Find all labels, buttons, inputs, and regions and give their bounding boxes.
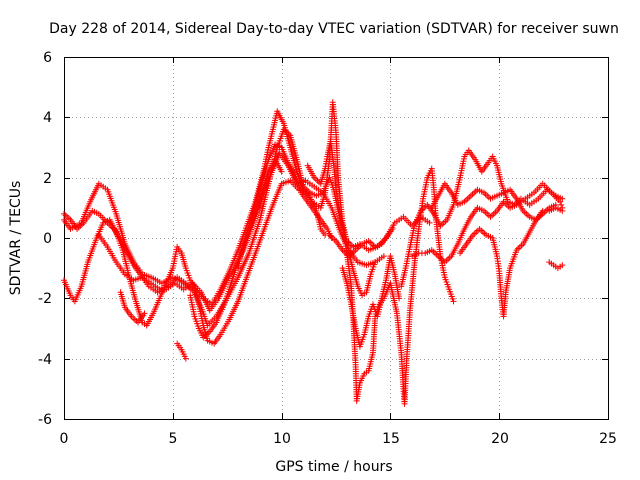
data-point-marker <box>559 195 566 202</box>
y-tick-label: 0 <box>43 231 52 247</box>
data-point-marker <box>558 201 565 208</box>
x-tick-label: 5 <box>169 431 178 447</box>
data-point-marker <box>182 355 189 362</box>
data-point-marker <box>278 168 285 175</box>
y-axis-label: SDTVAR / TECUs <box>8 181 24 296</box>
y-tick-label: -6 <box>38 412 52 428</box>
data-point-marker <box>380 253 387 260</box>
x-tick-label: 15 <box>382 431 400 447</box>
data-point-marker <box>557 198 564 205</box>
y-tick-label: 4 <box>43 110 52 126</box>
data-point-marker <box>389 225 396 232</box>
x-axis-label: GPS time / hours <box>275 459 392 475</box>
data-marks <box>61 99 566 407</box>
y-tick-label: 2 <box>43 171 52 187</box>
chart-title: Day 228 of 2014, Sidereal Day-to-day VTE… <box>49 21 619 37</box>
data-point-marker <box>559 207 566 214</box>
x-tick-label: 10 <box>273 431 291 447</box>
y-tick-labels: -6 -4 -2 0 2 4 6 <box>38 50 52 428</box>
data-point-marker <box>450 298 457 305</box>
data-point-marker <box>328 235 335 241</box>
x-tick-label: 20 <box>491 431 509 447</box>
y-tick-label: -2 <box>38 291 52 307</box>
data-point-marker <box>552 201 559 208</box>
data-point-marker <box>141 310 148 317</box>
axis-ticks <box>64 57 609 420</box>
y-tick-label: -4 <box>38 352 52 368</box>
data-point-marker <box>396 295 403 302</box>
x-tick-labels: 0 5 10 15 20 25 <box>60 431 617 447</box>
data-point-marker <box>426 219 433 226</box>
x-tick-label: 0 <box>60 431 69 447</box>
y-tick-label: 6 <box>43 50 52 66</box>
data-point-marker <box>559 262 566 269</box>
x-tick-label: 25 <box>599 431 617 447</box>
data-point-marker <box>372 259 379 266</box>
